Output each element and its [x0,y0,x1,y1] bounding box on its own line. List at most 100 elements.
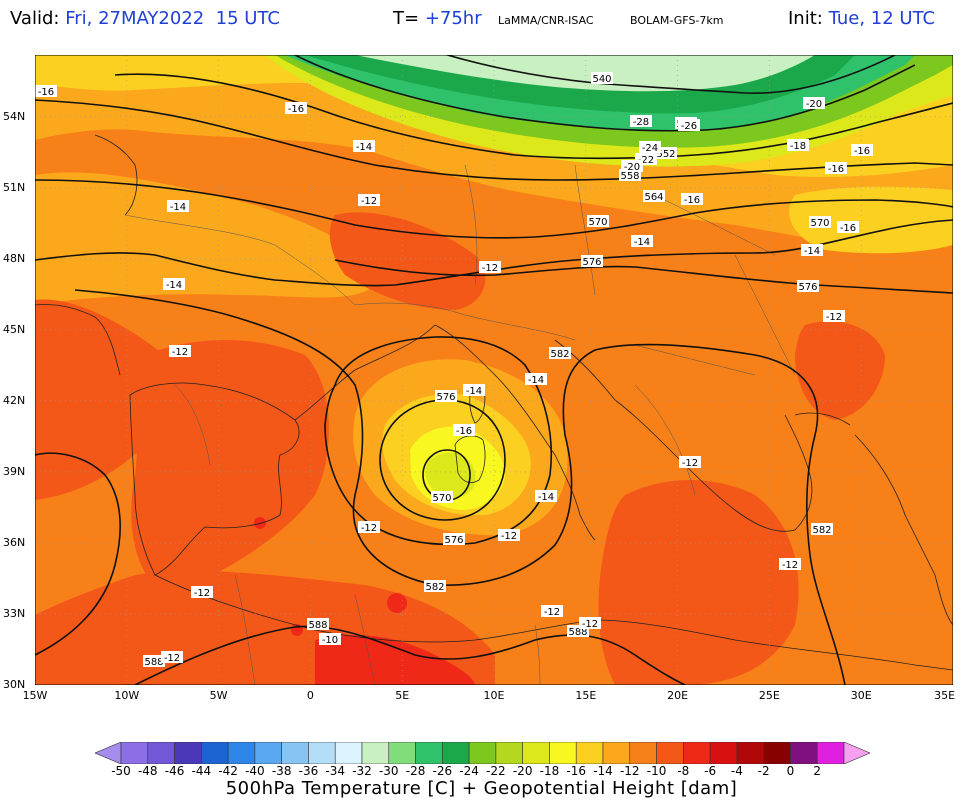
height-label-558-text: 558 [620,171,639,182]
colorbar-tick-label: 0 [786,764,795,778]
temp-label-14-d: -14 [631,235,653,248]
colorbar-segment [575,742,604,764]
colorbar-segment [629,742,657,764]
colorbar-segment [147,742,175,764]
latitude-label: 30N [3,678,26,691]
temp-pool-green [425,452,476,498]
temp-label-16d-text: -16 [828,164,844,175]
forecast-step: T= +75hr [393,8,482,29]
temp-label-14b-text: -14 [170,202,186,213]
latitude-label: 45N [3,322,26,336]
temp-label-14-b: -14 [167,200,189,213]
latitude-label: 39N [3,464,26,478]
temp-label-14: -14 [353,140,375,153]
temp-label-14e-text: -14 [804,246,820,257]
contour-582 [74,289,846,685]
height-label-576d-text: 576 [444,535,463,546]
temp-label-12k-text: -12 [582,619,598,630]
colorbar-tick-label: -12 [619,764,640,778]
height-label-576-c: 576 [435,390,457,403]
colorbar-tick-label: -44 [191,764,212,778]
colorbar-tick-label: -6 [704,764,717,778]
colorbar-tick-label: -36 [298,764,319,778]
temp-label-14-f: -14 [463,384,485,397]
colorbar-tick-label: -48 [137,764,158,778]
colorbar-tick-label: -16 [566,764,587,778]
temp-label-14-text: -14 [356,142,372,153]
contour-558 [35,99,953,181]
height-label-570b-text: 570 [810,218,829,229]
colorbar-tick-label: -20 [512,764,533,778]
colorbar-segment [388,742,416,764]
t-value: +75hr [424,8,482,29]
temp-label-18-text: -18 [790,141,806,152]
contour-546 [294,55,916,132]
colorbar-tick-label: -26 [432,764,453,778]
contour-552 [114,73,953,160]
colorbar-tick-label: -46 [164,764,185,778]
contour-588 [134,625,686,685]
colorbar-tick-label: -34 [325,764,346,778]
colorbar-segment [201,742,229,764]
colorbar-segment [415,742,443,764]
height-label-552-text: 552 [656,149,675,160]
height-label-582-text: 582 [550,349,569,360]
temp-label-20b-text: -20 [806,99,822,110]
colorbar-tick-label: -2 [757,764,770,778]
height-label-588: 588 [307,618,329,631]
height-label-570-c: 570 [431,491,453,504]
temp-label-18: -18 [787,139,809,152]
init-label: Init: [788,8,823,29]
temp-area-red-iberia [131,340,329,595]
contour-540 [444,55,896,94]
temp-label-14h-text: -14 [538,492,554,503]
temp-label-24-text: -24 [642,143,658,154]
longitude-label: 10W [114,689,140,702]
temp-label-12-h: -12 [779,558,801,571]
height-label-576-text: 576 [582,257,601,268]
temp-label-16e-text: -16 [854,146,870,157]
height-label-540-text: 540 [592,74,611,85]
temp-band-coldest [355,55,815,92]
temp-label-14-c: -14 [163,278,185,291]
temp-label-12-g: -12 [498,529,520,542]
temp-label-12-k: -12 [579,617,601,630]
colorbar-segment [227,742,256,764]
temp-label-20: -20 [621,160,643,173]
source-label: LaMMA/CNR-ISAC [498,14,594,27]
colorbar-tick-label: -18 [539,764,560,778]
height-label-588b-text: 588 [568,627,587,638]
colorbar-segment [174,742,202,764]
valid-label: Valid: [10,8,60,29]
temp-label-12l-text: -12 [164,653,180,664]
colorbar-tick-label: -8 [677,764,690,778]
colorbar-tick-label: -10 [646,764,667,778]
colorbar-segment [736,742,764,764]
temp-label-12-l: -12 [161,651,183,664]
temp-area-red-africa-deep [315,635,475,685]
temp-label-14-e: -14 [801,244,823,257]
temp-label-16-text: -16 [38,87,54,98]
colorbar-tick-label: -30 [378,764,399,778]
temp-label-12-e: -12 [679,456,701,469]
temp-spot-red-1 [387,593,407,613]
temp-label-12-i: -12 [191,586,213,599]
temp-label-24: -24 [639,141,661,154]
temp-label-10: -10 [319,633,341,646]
colorbar-segment [495,742,523,764]
temp-area-red-east-med [598,480,799,685]
model-label: BOLAM-GFS-7km [630,14,724,27]
contour-570 [35,219,953,287]
colorbar-tick-label: -24 [459,764,479,778]
colorbar [95,742,870,764]
height-label-570-b: 570 [809,216,831,229]
longitude-label: 5W [209,689,228,702]
latitude-label: 42N [3,393,26,407]
height-label-564-text: 564 [644,192,663,203]
init-value: Tue, 12 UTC [828,8,936,29]
temp-label-12f-text: -12 [361,523,377,534]
contour-564 [35,179,953,239]
temp-label-12j-text: -12 [544,607,560,618]
colorbar-tick-label: -4 [730,764,743,778]
height-label-582-c: 582 [811,523,833,536]
